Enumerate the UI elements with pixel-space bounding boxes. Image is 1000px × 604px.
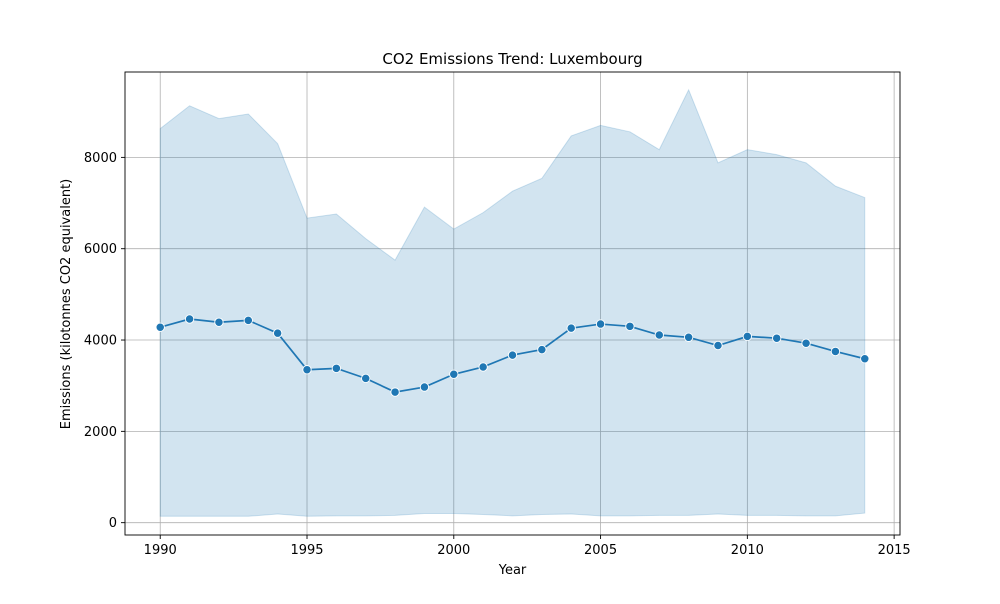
axes: 1990 1995 2000 2005 2010 2015 0 2000 4000 6000 800… <box>84 71 911 558</box>
y-tick-label: 4000 <box>84 334 117 349</box>
data-point <box>772 333 782 343</box>
y-tick-label: 0 <box>109 516 117 531</box>
data-point <box>537 344 547 355</box>
data-point <box>419 382 430 392</box>
grid-lines <box>125 72 900 535</box>
x-tick-label: 2005 <box>584 543 617 558</box>
data-point <box>742 331 752 342</box>
data-point <box>625 321 635 331</box>
data-point <box>801 338 811 348</box>
data-point <box>449 369 459 379</box>
y-tick-label: 8000 <box>84 151 117 166</box>
data-point <box>654 330 664 340</box>
data-point <box>566 323 576 333</box>
x-tick-label: 2015 <box>878 543 911 558</box>
y-tick-label: 6000 <box>84 242 117 257</box>
data-points <box>155 314 870 397</box>
data-point <box>361 373 371 384</box>
data-point <box>478 362 488 372</box>
data-point <box>830 346 841 357</box>
confidence-band <box>159 88 866 517</box>
data-point <box>243 315 253 326</box>
data-point <box>390 387 400 397</box>
data-point <box>595 319 606 329</box>
data-point <box>155 322 165 332</box>
chart-title: CO2 Emissions Trend: Luxembourg <box>382 50 642 68</box>
plot-frame <box>124 71 901 536</box>
data-point <box>860 354 870 364</box>
confidence-band-area <box>159 88 866 517</box>
data-point <box>184 314 195 324</box>
data-point <box>302 365 312 375</box>
data-point <box>683 332 694 342</box>
x-tick-label: 1990 <box>144 543 177 558</box>
data-point <box>273 328 283 338</box>
data-point <box>713 340 723 351</box>
x-tick-label: 2000 <box>437 543 470 558</box>
x-axis-label: Year <box>498 563 527 578</box>
y-axis-label: Emissions (kilotonnes CO2 equivalent) <box>59 179 74 429</box>
x-tick-label: 1995 <box>290 543 323 558</box>
y-tick-label: 2000 <box>84 425 117 440</box>
data-point <box>214 317 224 327</box>
data-point <box>331 363 342 373</box>
data-point <box>507 350 518 360</box>
x-tick-label: 2010 <box>731 543 764 558</box>
